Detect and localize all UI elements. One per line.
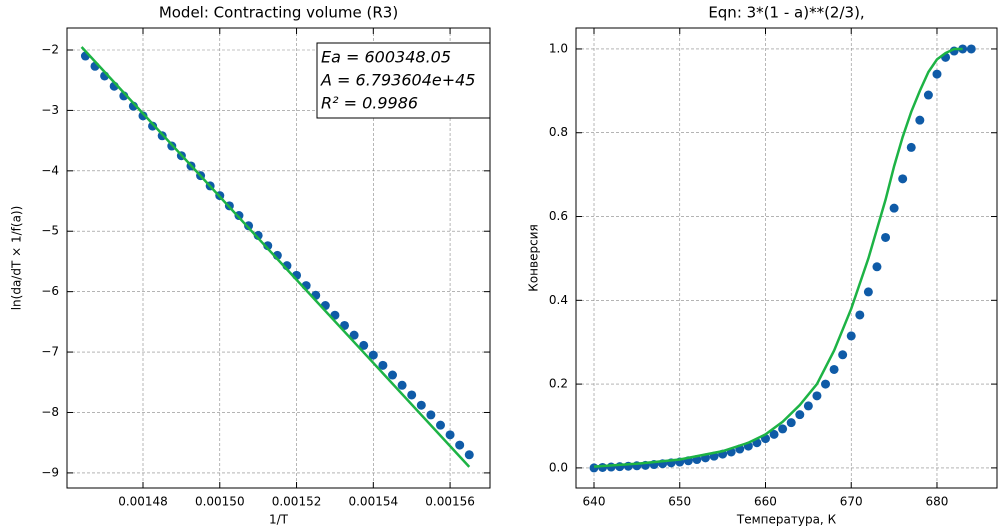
x-tick-label: 650	[668, 495, 691, 509]
data-point	[589, 463, 599, 473]
data-point	[889, 203, 899, 213]
data-point	[855, 310, 865, 320]
data-point	[138, 111, 148, 121]
data-point	[455, 440, 465, 450]
fit-line	[593, 47, 963, 468]
data-point	[872, 262, 882, 272]
data-point	[821, 379, 831, 389]
data-point	[846, 331, 856, 341]
chart-title: Model: Contracting volume (R3)	[159, 4, 398, 22]
x-tick-label: 640	[583, 495, 606, 509]
x-tick-label: 0.00148	[118, 495, 168, 509]
data-point	[445, 430, 455, 440]
annotation: A = 6.793604e+45	[320, 71, 475, 90]
y-tick-label: −6	[41, 284, 59, 298]
y-tick-label: 0.2	[549, 377, 568, 391]
x-axis-label: 1/T	[269, 513, 289, 527]
data-point	[148, 121, 158, 131]
fit-line	[80, 46, 471, 468]
x-tick-label: 670	[840, 495, 863, 509]
x-tick-label: 660	[754, 495, 777, 509]
plot-frame	[575, 27, 998, 489]
x-tick-label: 0.00156	[425, 495, 475, 509]
plot-frame	[66, 27, 491, 489]
y-tick-label: −5	[41, 224, 59, 238]
data-point	[906, 142, 916, 152]
y-tick-label: 1.0	[549, 41, 568, 55]
data-point	[407, 390, 417, 400]
y-tick-label: −8	[41, 405, 59, 419]
data-point	[606, 462, 616, 472]
data-point	[349, 330, 359, 340]
data-point	[795, 410, 805, 420]
data-point	[368, 350, 378, 360]
y-tick-label: −9	[41, 465, 59, 479]
data-point	[786, 418, 796, 428]
data-point	[426, 410, 436, 420]
y-tick-label: −2	[41, 42, 59, 56]
y-axis-label: ln(da/dT × 1/f(a))	[10, 206, 24, 311]
annotation-box	[316, 42, 491, 119]
data-point	[803, 401, 813, 411]
data-point	[397, 380, 407, 390]
data-point	[863, 287, 873, 297]
y-axis-label: Конверсия	[527, 224, 541, 291]
data-point	[769, 429, 779, 439]
y-tick-label: 0.0	[549, 460, 568, 474]
data-point	[388, 370, 398, 380]
annotation: Ea = 600348.05	[321, 48, 451, 67]
data-point	[378, 360, 388, 370]
data-point	[416, 400, 426, 410]
data-point	[915, 115, 925, 125]
y-tick-label: 0.4	[549, 293, 568, 307]
data-point	[435, 420, 445, 430]
data-point	[359, 340, 369, 350]
annotation: R² = 0.9986	[321, 94, 418, 113]
data-point	[898, 174, 908, 184]
data-point	[464, 450, 474, 460]
data-point	[932, 69, 942, 79]
y-tick-label: 0.6	[549, 209, 568, 223]
data-point	[881, 232, 891, 242]
chart-title: Eqn: 3*(1 - a)**(2/3),	[708, 4, 864, 22]
data-point	[778, 424, 788, 434]
y-tick-label: 0.8	[549, 125, 568, 139]
data-point	[838, 350, 848, 360]
data-point	[923, 90, 933, 100]
y-tick-label: −4	[41, 163, 59, 177]
x-axis-label: Температура, К	[736, 513, 837, 527]
x-tick-label: 680	[926, 495, 949, 509]
data-point	[966, 44, 976, 54]
data-point	[253, 230, 263, 240]
y-tick-label: −3	[41, 103, 59, 117]
x-tick-label: 0.00152	[272, 495, 322, 509]
data-point	[829, 364, 839, 374]
x-tick-label: 0.00154	[348, 495, 398, 509]
y-tick-label: −7	[41, 345, 59, 359]
data-point	[812, 391, 822, 401]
x-tick-label: 0.00150	[195, 495, 245, 509]
